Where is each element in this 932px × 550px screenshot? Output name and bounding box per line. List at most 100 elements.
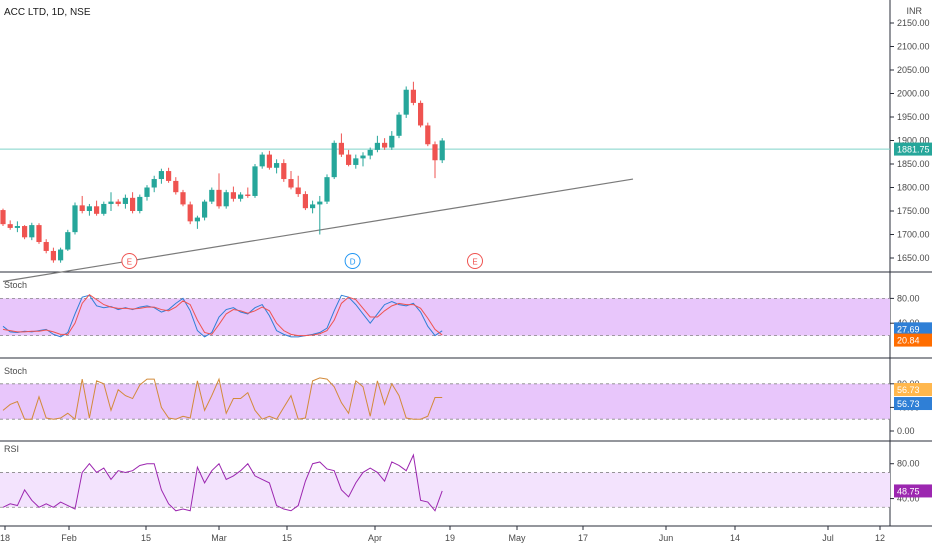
trendline[interactable] <box>2 178 634 283</box>
candle-body <box>43 242 49 251</box>
time-tick-label: Jul <box>822 533 834 543</box>
candles-group <box>0 81 445 263</box>
price-tick-label: 1700.00 <box>897 230 930 240</box>
event-marker-e[interactable] <box>121 253 138 269</box>
candle-body <box>382 142 388 148</box>
price-tick-label: 1900.00 <box>897 136 930 146</box>
last-price-tag <box>894 142 932 156</box>
time-tick-label: Mar <box>211 533 227 543</box>
time-tick-label: 17 <box>578 533 588 543</box>
candle-body <box>72 205 78 233</box>
price-tick-label: 2050.00 <box>897 65 930 75</box>
candle-body <box>238 194 244 199</box>
candle-body <box>331 142 337 178</box>
time-tick-label: 15 <box>141 533 151 543</box>
candle-body <box>374 142 380 150</box>
candle-body <box>180 192 186 205</box>
price-axis[interactable]: 2150.00 2100.00 2050.00 2000.00 1950.00 1900.… <box>890 18 932 504</box>
chart-title: ACC LTD, 1D, NSE <box>4 7 91 18</box>
candle-body <box>144 187 150 197</box>
time-tick-label: 12 <box>875 533 885 543</box>
event-marker-label: E <box>127 258 132 267</box>
stoch-d-tag <box>894 333 932 347</box>
event-marker-label: E <box>472 258 477 267</box>
time-tick-label: 15 <box>282 533 292 543</box>
indicator-tick-label: 80.00 <box>897 293 920 303</box>
indicator-series-line <box>2 294 443 337</box>
rsi-tag <box>894 484 932 498</box>
stoch2-tag-b-text: 56.73 <box>897 399 920 409</box>
candle-body <box>281 163 287 180</box>
candle-body <box>58 249 64 261</box>
candle-body <box>151 179 157 188</box>
time-tick-label: 14 <box>730 533 740 543</box>
candle-body <box>302 194 308 209</box>
candle-body <box>101 203 107 214</box>
stoch2-tag-a <box>894 383 932 397</box>
event-marker-label: D <box>350 258 356 267</box>
time-tick-label: May <box>508 533 526 543</box>
stoch-k-tag <box>894 322 932 336</box>
stoch-pane-2[interactable]: Stoch <box>0 366 890 421</box>
candle-body <box>346 154 352 165</box>
candle-body <box>432 144 438 161</box>
stoch-2-title: Stoch <box>4 366 27 376</box>
candle-body <box>7 224 13 228</box>
grid-layer <box>0 0 932 527</box>
candle-body <box>389 135 395 148</box>
price-tick-label: 2000.00 <box>897 89 930 99</box>
candle-body <box>65 232 71 250</box>
candle-body <box>223 192 229 207</box>
price-tick-label: 1950.00 <box>897 112 930 122</box>
indicator-tick-label: 80.00 <box>897 459 920 469</box>
rsi-pane[interactable]: RSI <box>0 444 890 512</box>
time-tick-label: 18 <box>0 533 10 543</box>
candle-body <box>439 140 445 161</box>
candle-body <box>0 210 6 225</box>
price-tick-label: 1750.00 <box>897 206 930 216</box>
candle-body <box>252 166 258 196</box>
stoch-k-tag-text: 27.69 <box>897 324 920 334</box>
price-tick-label: 2100.00 <box>897 42 930 52</box>
candle-body <box>230 192 236 199</box>
indicator-tick-label: 0.00 <box>897 426 915 436</box>
time-axis[interactable]: 18 Feb 15 Mar 15 Apr 19 May 17 Jun 14 Jul 12 <box>0 526 885 543</box>
candle-body <box>86 206 92 211</box>
time-tick-label: 19 <box>445 533 455 543</box>
event-marker-d[interactable] <box>344 253 361 269</box>
candle-body <box>266 154 272 168</box>
candle-body <box>108 201 114 204</box>
time-tick-label: Apr <box>368 533 382 543</box>
candle-body <box>317 201 323 205</box>
candle-body <box>209 189 215 202</box>
candle-body <box>216 189 222 207</box>
time-tick-label: Feb <box>61 533 77 543</box>
overbought-oversold-band <box>0 298 890 336</box>
candle-body <box>338 142 344 155</box>
candle-body <box>166 171 172 181</box>
rsi-tag-text: 48.75 <box>897 486 920 496</box>
stoch2-tag-a-text: 56.73 <box>897 385 920 395</box>
price-pane[interactable]: E D E ACC LTD, 1D, NSE INR <box>0 6 923 283</box>
indicator-tick-label: 40.00 <box>897 494 920 504</box>
price-tick-label: 1650.00 <box>897 253 930 263</box>
candle-body <box>360 155 366 159</box>
overbought-oversold-band <box>0 472 890 508</box>
candle-body <box>173 180 179 193</box>
stoch-1-title: Stoch <box>4 280 27 290</box>
candle-body <box>94 206 100 214</box>
candle-body <box>324 177 330 202</box>
candle-body <box>36 225 42 243</box>
currency-label: INR <box>907 6 923 16</box>
candle-body <box>202 201 208 218</box>
candle-body <box>418 102 424 126</box>
candle-body <box>396 114 402 136</box>
candle-body <box>137 196 143 211</box>
time-tick-label: Jun <box>659 533 674 543</box>
stoch-pane-1[interactable]: Stoch <box>0 280 890 338</box>
candle-body <box>29 225 35 238</box>
price-tick-label: 1800.00 <box>897 183 930 193</box>
event-marker-e[interactable] <box>467 253 483 269</box>
indicator-series-line <box>2 377 443 421</box>
